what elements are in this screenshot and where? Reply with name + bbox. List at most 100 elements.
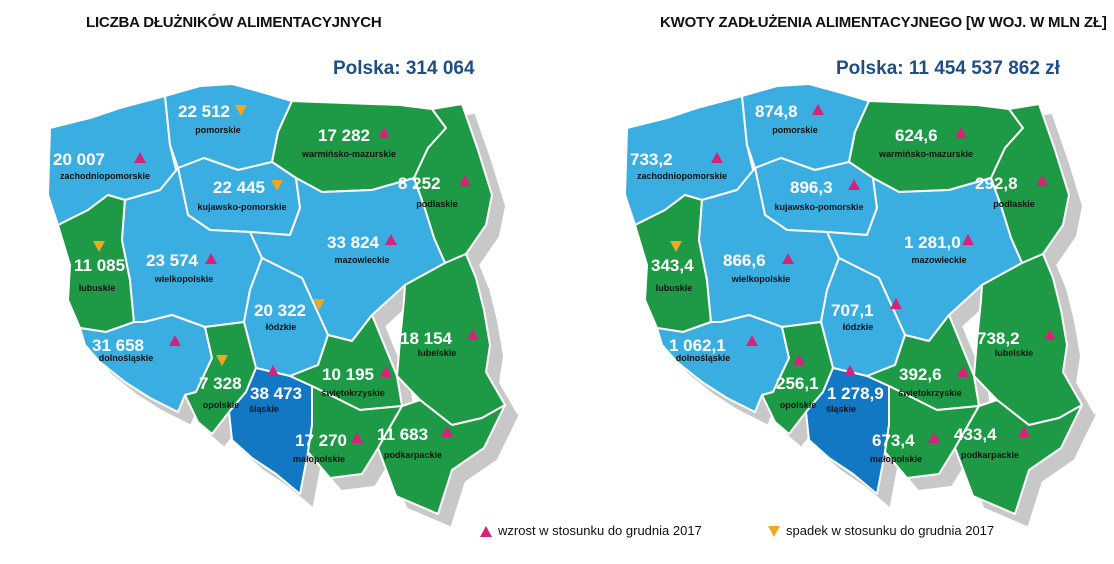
region-name: zachodniopomorskie — [637, 171, 727, 181]
region-name: kujawsko-pomorskie — [197, 202, 286, 212]
region-value: 256,1 — [776, 374, 819, 393]
region-value: 17 270 — [295, 431, 347, 450]
triangle-up-icon — [955, 127, 967, 138]
region-name: opolskie — [780, 400, 817, 410]
triangle-down-icon — [768, 526, 780, 538]
region-podkarpackie[interactable] — [377, 399, 506, 515]
triangle-up-icon — [1044, 329, 1056, 340]
triangle-down-icon — [235, 105, 247, 116]
region-podkarpackie[interactable] — [954, 399, 1083, 515]
region-value: 738,2 — [977, 329, 1020, 348]
region-value: 18 154 — [400, 329, 453, 348]
region-value: 20 007 — [53, 150, 105, 169]
triangle-down-icon — [216, 355, 228, 366]
region-value: 673,4 — [872, 431, 915, 450]
triangle-up-icon — [380, 366, 392, 377]
region-name: podkarpackie — [384, 450, 442, 460]
triangle-up-icon — [928, 432, 940, 443]
triangle-up-icon — [957, 366, 969, 377]
triangle-up-icon — [134, 152, 146, 163]
region-value: 8 252 — [398, 174, 441, 193]
triangle-up-icon — [441, 426, 453, 437]
region-małopolskie[interactable] — [307, 385, 403, 479]
region-name: warmińsko-mazurskie — [301, 149, 396, 159]
region-name: podlaskie — [993, 199, 1035, 209]
triangle-up-icon — [848, 179, 860, 190]
region-name: wielkopolskie — [731, 274, 791, 284]
region-opolskie[interactable] — [761, 321, 834, 435]
region-name: zachodniopomorskie — [60, 171, 150, 181]
region-name: opolskie — [203, 400, 240, 410]
region-name: pomorskie — [772, 125, 818, 135]
triangle-down-icon — [271, 180, 283, 191]
region-value: 733,2 — [630, 150, 673, 169]
triangle-up-icon — [378, 127, 390, 138]
region-name: podlaskie — [416, 199, 458, 209]
region-małopolskie[interactable] — [884, 385, 980, 479]
region-value: 292,8 — [975, 174, 1018, 193]
region-name: lubelskie — [995, 348, 1034, 358]
triangle-up-icon — [459, 175, 471, 186]
triangle-up-icon — [480, 526, 492, 538]
region-name: wielkopolskie — [154, 274, 214, 284]
region-value: 1 281,0 — [904, 233, 961, 252]
triangle-up-icon — [385, 234, 397, 245]
region-value: 20 322 — [254, 301, 306, 320]
map-2: 874,8 pomorskie 733,2 zachodniopomorskie 624… — [624, 83, 1097, 527]
region-value: 23 574 — [146, 251, 199, 270]
region-name: lubuskie — [656, 283, 693, 293]
region-name: warmińsko-mazurskie — [878, 149, 973, 159]
region-name: małopolskie — [870, 454, 922, 464]
triangle-down-icon — [313, 299, 325, 310]
region-name: lubelskie — [418, 348, 457, 358]
map2-total: Polska: 11 454 537 862 zł — [836, 58, 1060, 79]
legend-down-label: spadek w stosunku do grudnia 2017 — [786, 523, 995, 538]
map-1: 22 512 pomorskie 20 007 zachodniopomorskie 1… — [47, 83, 520, 527]
map1-title: LICZBA DŁUŻNIKÓW ALIMENTACYJNYCH — [86, 14, 382, 31]
region-value: 10 195 — [322, 365, 374, 384]
triangle-up-icon — [267, 365, 279, 376]
region-opolskie[interactable] — [184, 321, 257, 435]
triangle-up-icon — [205, 253, 217, 264]
legend-up-label: wzrost w stosunku do grudnia 2017 — [498, 523, 702, 538]
region-value: 1 278,9 — [827, 384, 884, 403]
region-value: 624,6 — [895, 126, 938, 145]
triangle-up-icon — [351, 432, 363, 443]
region-value: 33 824 — [327, 233, 380, 252]
region-name: dolnośląskie — [676, 353, 731, 363]
region-name: śląskie — [249, 404, 279, 414]
region-value: 38 473 — [250, 384, 302, 403]
region-value: 22 512 — [178, 102, 230, 121]
legend-up: wzrost w stosunku do grudnia 2017 — [480, 523, 702, 538]
triangle-down-icon — [670, 241, 682, 252]
region-value: 7 328 — [199, 374, 242, 393]
region-name: dolnośląskie — [99, 353, 154, 363]
triangle-down-icon — [93, 241, 105, 252]
region-name: świętokrzyskie — [898, 388, 962, 398]
triangle-up-icon — [844, 365, 856, 376]
triangle-up-icon — [793, 354, 805, 365]
region-value: 343,4 — [651, 256, 694, 275]
triangle-up-icon — [746, 335, 758, 346]
triangle-up-icon — [711, 152, 723, 163]
region-value: 22 445 — [213, 178, 265, 197]
region-name: mazowieckie — [911, 255, 966, 265]
map1-total: Polska: 314 064 — [333, 58, 475, 79]
region-name: kujawsko-pomorskie — [774, 202, 863, 212]
region-name: małopolskie — [293, 454, 345, 464]
region-value: 896,3 — [790, 178, 833, 197]
region-name: łódzkie — [266, 322, 297, 332]
region-value: 707,1 — [831, 301, 874, 320]
region-value: 866,6 — [723, 251, 766, 270]
region-value: 874,8 — [755, 102, 798, 121]
triangle-up-icon — [812, 104, 824, 115]
region-name: podkarpackie — [961, 450, 1019, 460]
triangle-up-icon — [1036, 175, 1048, 186]
triangle-up-icon — [467, 329, 479, 340]
region-value: 392,6 — [899, 365, 942, 384]
region-value: 31 658 — [92, 336, 144, 355]
region-name: mazowieckie — [334, 255, 389, 265]
region-name: pomorskie — [195, 125, 241, 135]
legend-down: spadek w stosunku do grudnia 2017 — [768, 523, 994, 538]
